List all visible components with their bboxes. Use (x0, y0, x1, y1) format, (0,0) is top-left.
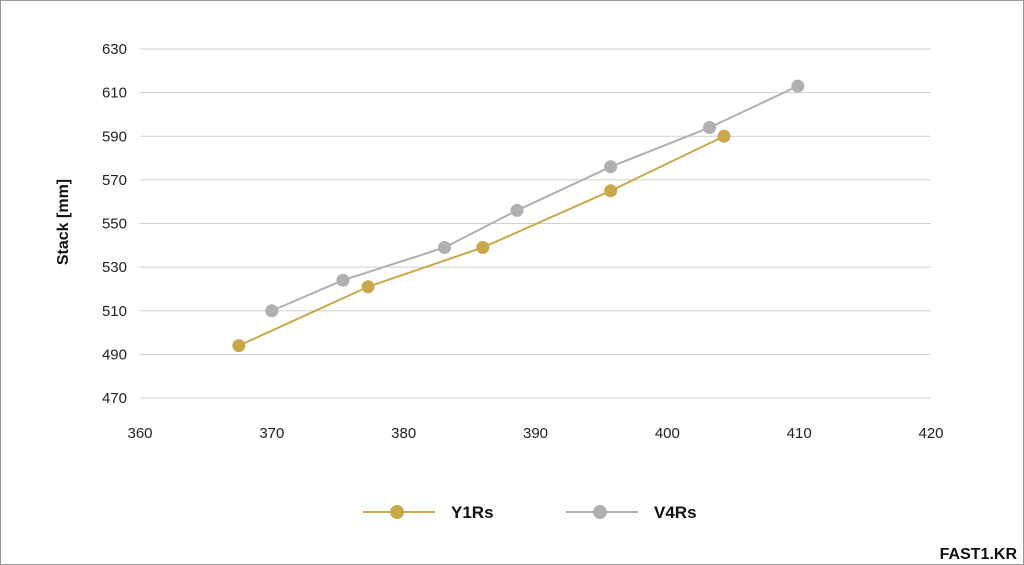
data-point (438, 240, 452, 254)
legend-item: Y1Rs (363, 503, 494, 522)
x-tick-label: 400 (655, 425, 680, 442)
legend: Y1Rs V4Rs (363, 503, 697, 522)
watermark-text: FAST1.KR (940, 546, 1018, 563)
y-tick-label: 490 (102, 346, 127, 363)
data-point (604, 160, 618, 174)
y-tick-label: 510 (102, 303, 127, 320)
x-tick-label: 410 (787, 425, 812, 442)
data-point (717, 129, 731, 143)
data-point (604, 184, 618, 198)
series-v4rs (265, 79, 805, 318)
series-line (238, 135, 725, 347)
legend-swatch-marker (390, 505, 404, 519)
data-point (336, 273, 350, 287)
y-tick-label: 570 (102, 172, 127, 189)
series-line (271, 85, 799, 312)
legend-label: Y1Rs (451, 503, 494, 522)
legend-label: V4Rs (654, 503, 697, 522)
data-point (361, 280, 375, 294)
y-axis-label: Stack [mm] (55, 179, 72, 265)
y-axis-ticks: 470 490 510 530 550 570 590 610 630 (102, 41, 127, 407)
y-tick-label: 590 (102, 128, 127, 145)
y-tick-label: 470 (102, 390, 127, 407)
legend-swatch-marker (593, 505, 607, 519)
x-tick-label: 420 (918, 425, 943, 442)
data-point (265, 304, 279, 318)
x-tick-label: 390 (523, 425, 548, 442)
x-tick-label: 380 (391, 425, 416, 442)
series-layer (232, 79, 805, 353)
data-point (703, 121, 717, 135)
x-tick-label: 370 (259, 425, 284, 442)
y-tick-label: 530 (102, 259, 127, 276)
y-tick-label: 630 (102, 41, 127, 58)
data-point (232, 339, 246, 353)
y-tick-label: 610 (102, 85, 127, 102)
data-point (791, 79, 805, 93)
x-axis-ticks: 360 370 380 390 400 410 420 (127, 425, 943, 442)
data-point (476, 240, 490, 254)
data-point (510, 203, 524, 217)
x-tick-label: 360 (127, 425, 152, 442)
legend-item: V4Rs (566, 503, 697, 522)
y-tick-label: 550 (102, 216, 127, 233)
series-y1rs (232, 129, 731, 353)
